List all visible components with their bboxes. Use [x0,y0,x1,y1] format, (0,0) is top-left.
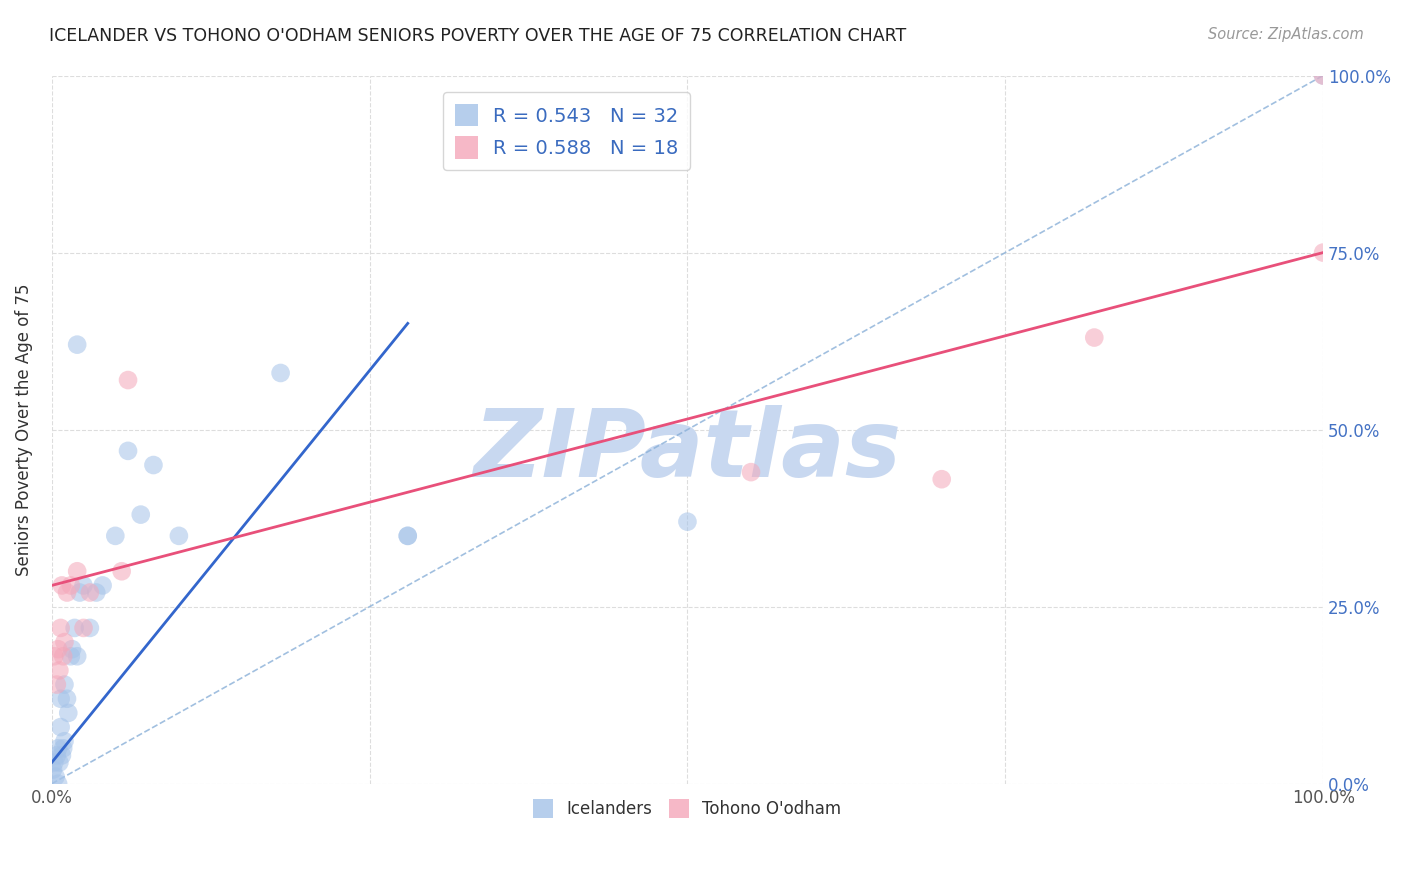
Point [45,770,67,784]
Point [740,465,762,479]
Point [1312,69,1334,83]
Text: ZIPatlas: ZIPatlas [474,405,901,497]
Point [46,642,69,657]
Point [42,763,65,777]
Point [56,585,79,599]
Point [129,508,152,522]
Point [45,677,67,691]
Point [49,621,72,635]
Legend: Icelanders, Tohono O'odham: Icelanders, Tohono O'odham [527,792,848,825]
Point [91,578,114,592]
Point [59,649,82,664]
Point [45,748,67,763]
Point [48,664,70,678]
Point [111,564,134,578]
Point [59,578,82,592]
Point [46,777,69,791]
Point [142,458,165,472]
Point [60,642,83,657]
Point [270,366,292,380]
Point [56,691,79,706]
Point [79,621,101,635]
Point [72,578,94,592]
Point [396,529,419,543]
Point [51,748,73,763]
Point [676,515,699,529]
Point [66,564,89,578]
Point [52,741,75,756]
Point [84,585,107,599]
Point [53,635,76,649]
Point [44,756,66,770]
Point [72,621,94,635]
Point [58,706,80,720]
Point [66,337,89,351]
Y-axis label: Seniors Poverty Over the Age of 75: Seniors Poverty Over the Age of 75 [15,284,32,576]
Point [53,677,76,691]
Point [104,529,127,543]
Point [396,529,419,543]
Point [49,720,72,734]
Point [69,585,91,599]
Point [167,529,190,543]
Point [1312,245,1334,260]
Point [1312,69,1334,83]
Point [46,741,69,756]
Point [52,649,75,664]
Point [117,373,139,387]
Point [53,734,76,748]
Point [117,443,139,458]
Text: ICELANDER VS TOHONO O'ODHAM SENIORS POVERTY OVER THE AGE OF 75 CORRELATION CHART: ICELANDER VS TOHONO O'ODHAM SENIORS POVE… [49,27,907,45]
Point [931,472,953,486]
Point [63,621,86,635]
Text: Source: ZipAtlas.com: Source: ZipAtlas.com [1208,27,1364,42]
Point [79,585,101,599]
Point [66,649,89,664]
Point [1083,330,1105,344]
Point [44,649,66,664]
Point [49,691,72,706]
Point [51,578,73,592]
Point [48,756,70,770]
